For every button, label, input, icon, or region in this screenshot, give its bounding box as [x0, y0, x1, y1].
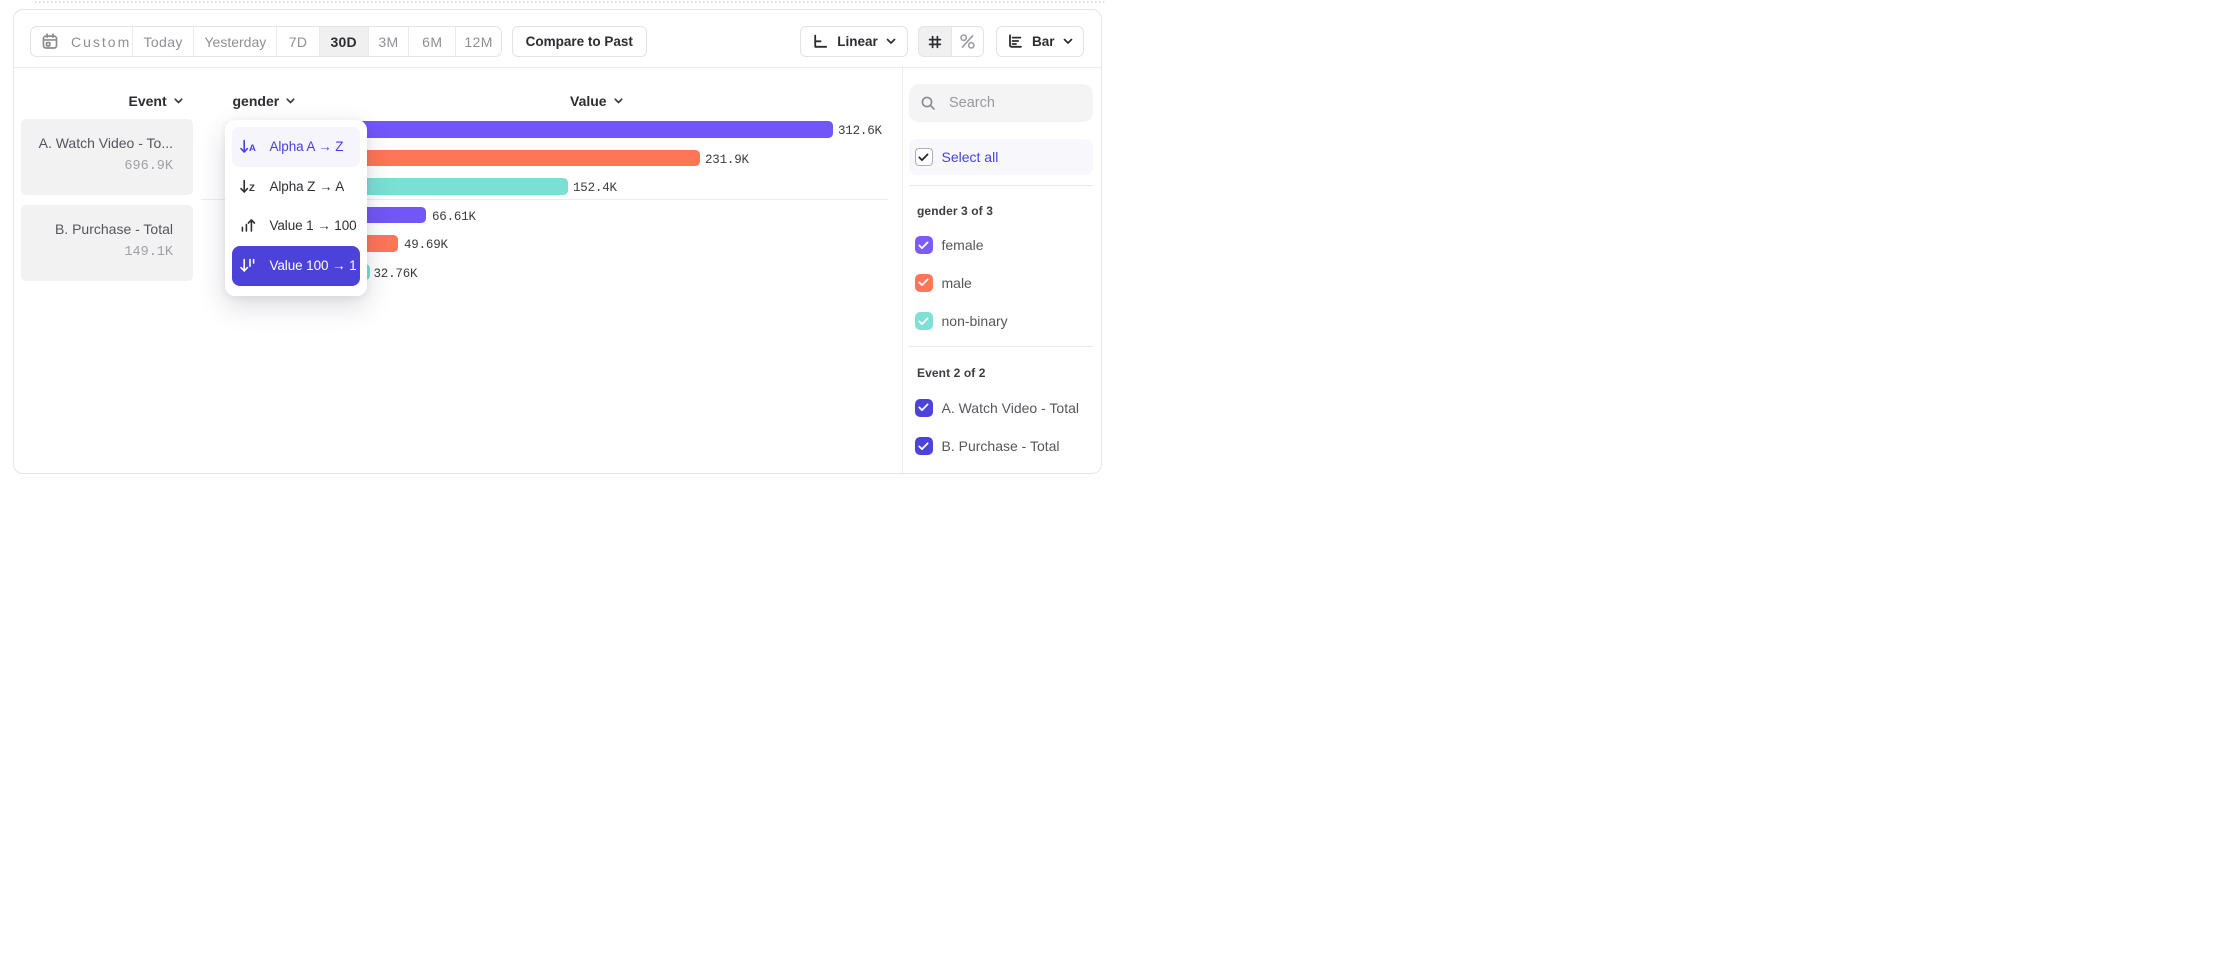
svg-text:A: A	[249, 143, 256, 154]
svg-text:Z: Z	[249, 183, 255, 194]
